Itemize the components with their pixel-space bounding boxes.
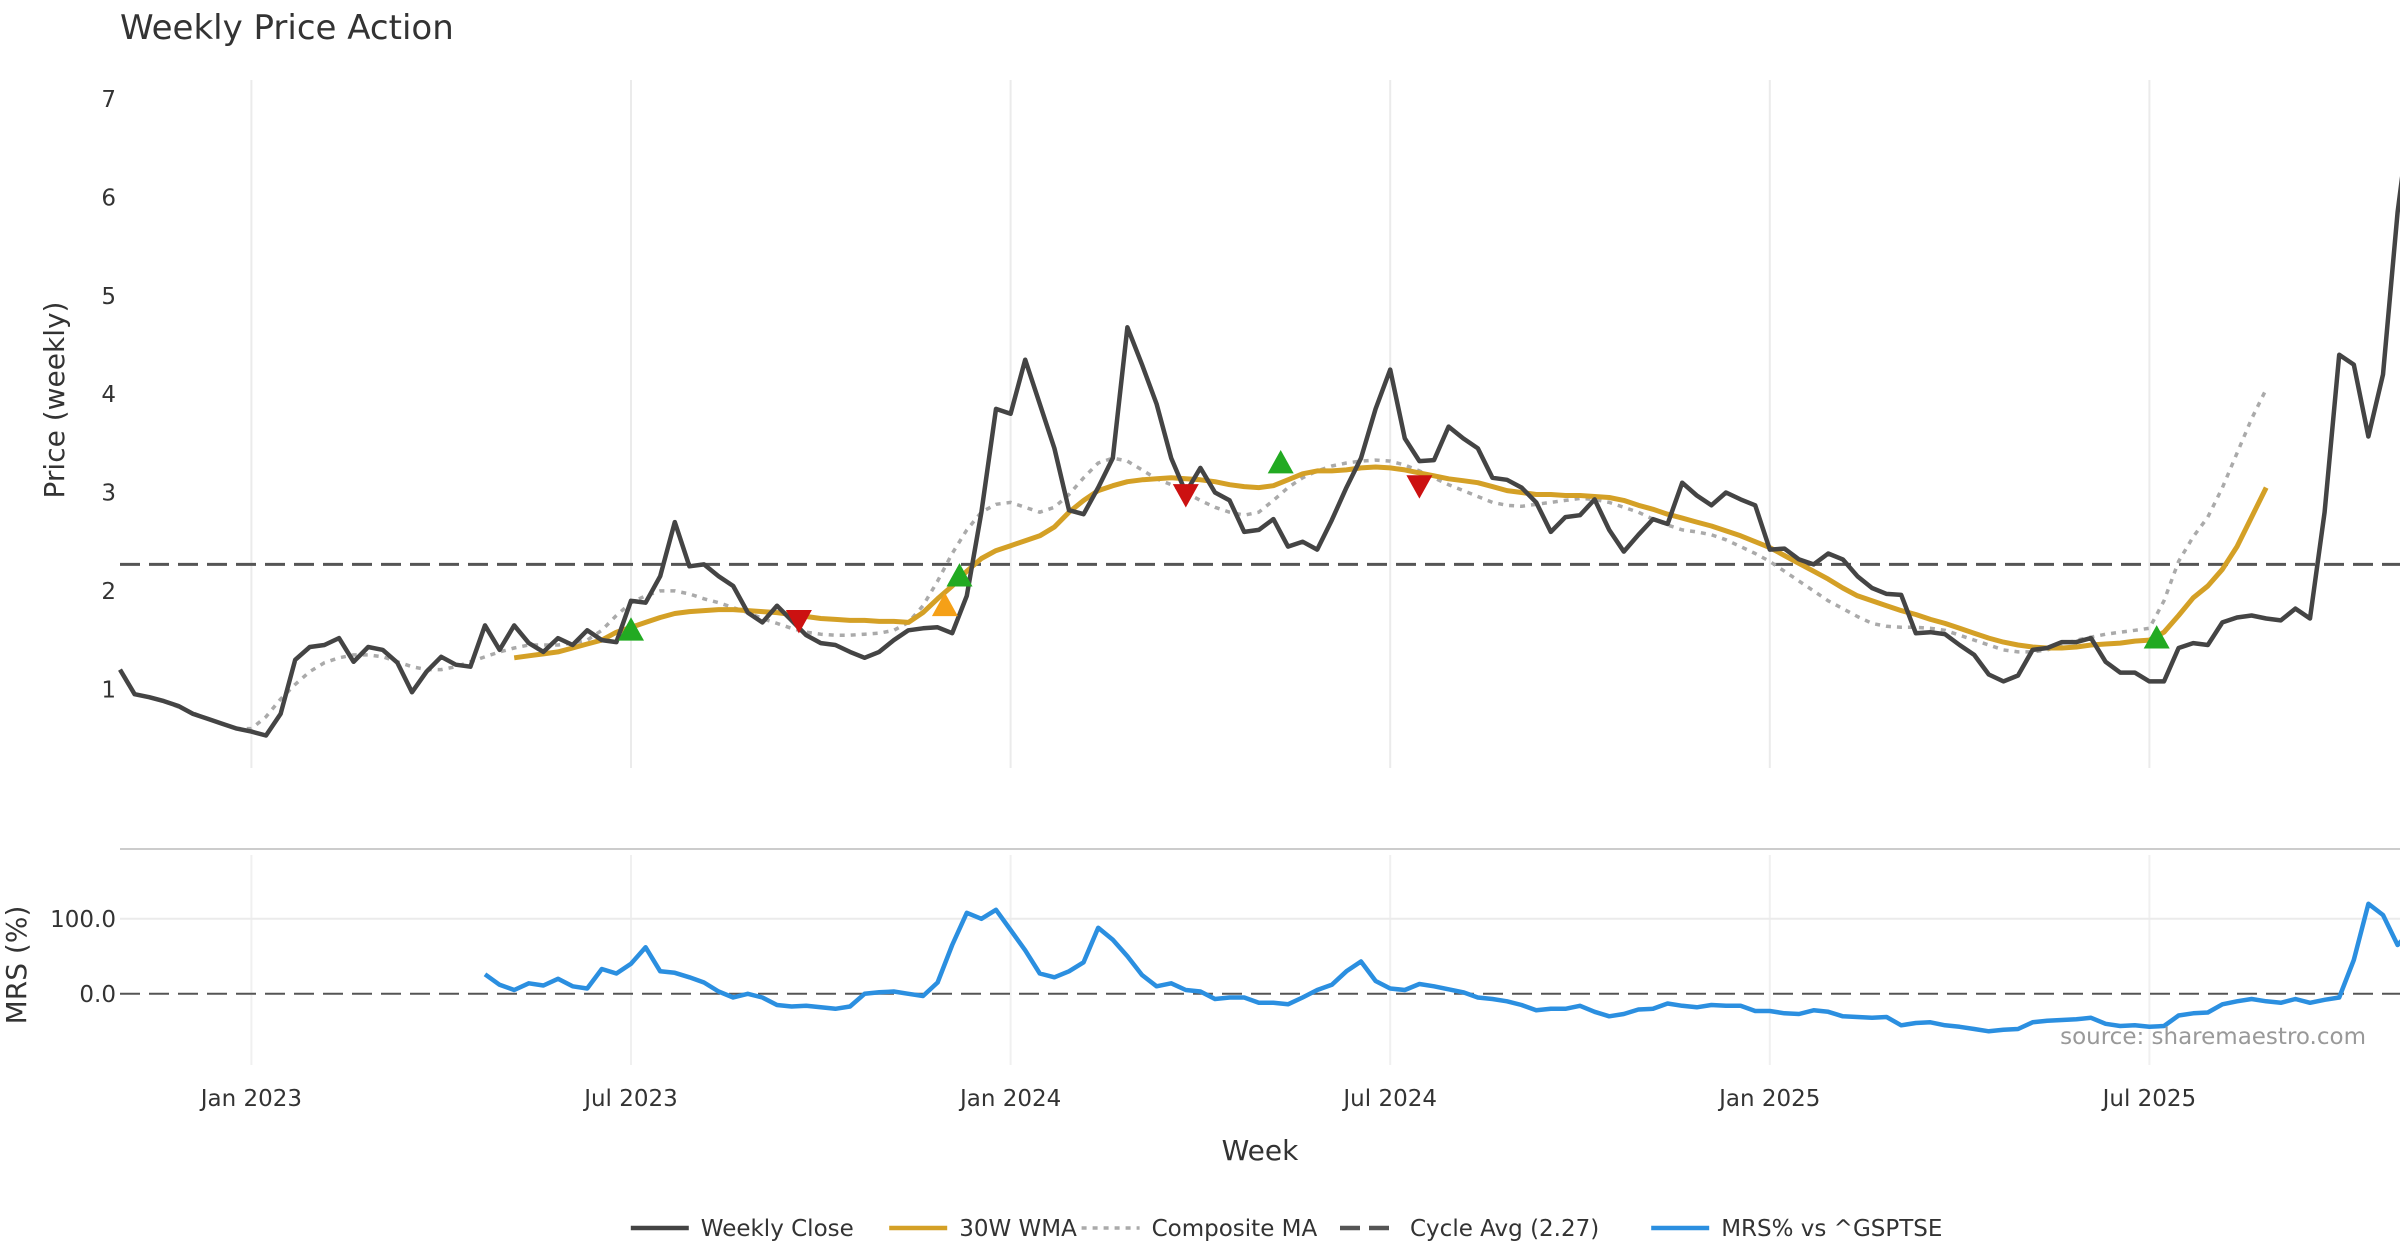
price-y-tick: 2 <box>101 579 116 605</box>
legend-item: MRS% vs ^GSPTSE <box>1651 1216 1942 1242</box>
price-grid <box>250 80 2151 768</box>
legend-label: Weekly Close <box>701 1216 854 1242</box>
x-tick-label: Jul 2023 <box>582 1086 678 1112</box>
price-y-tick: 4 <box>101 382 116 408</box>
buy-signal-marker <box>946 563 973 587</box>
x-tick-label: Jan 2024 <box>958 1086 1061 1112</box>
price-y-tick: 1 <box>101 677 116 703</box>
sell-signal-marker <box>1406 475 1433 499</box>
mrs-y-tick: 0.0 <box>79 982 116 1008</box>
source-credit: source: sharemaestro.com <box>2060 1024 2366 1050</box>
buy-signal-marker <box>618 617 644 641</box>
mrs-axis-label: MRS (%) <box>0 906 33 1025</box>
legend: Weekly Close 30W WMA Composite MA Cycle Avg… <box>630 1216 1942 1242</box>
signal-markers <box>618 450 2170 649</box>
price-axis-label: Price (weekly) <box>38 302 71 499</box>
x-tick-label: Jan 2025 <box>1717 1086 1820 1112</box>
legend-item: Weekly Close <box>630 1216 854 1242</box>
buy-signal-marker <box>1267 450 1294 474</box>
legend-label: 30W WMA <box>959 1216 1077 1242</box>
mrs-grid <box>120 855 2400 1065</box>
composite-ma-line <box>163 388 2268 731</box>
legend-label: Cycle Avg (2.27) <box>1410 1216 1599 1242</box>
mrs-y-tick: 100.0 <box>50 907 116 933</box>
buy-signal-marker <box>931 592 958 617</box>
legend-label: MRS% vs ^GSPTSE <box>1721 1216 1942 1242</box>
mrs-y-ticks: 100.0 0.0 <box>50 907 116 1008</box>
price-y-tick: 6 <box>101 185 116 211</box>
price-y-tick: 3 <box>101 481 116 507</box>
price-y-ticks: 1 2 3 4 5 6 7 <box>101 87 116 703</box>
legend-item: Composite MA <box>1081 1216 1318 1242</box>
weekly-close-line <box>118 176 2400 738</box>
x-axis-label: Week <box>1222 1134 1299 1167</box>
chart-title: Weekly Price Action <box>120 8 454 48</box>
legend-item: Cycle Avg (2.27) <box>1340 1216 1599 1242</box>
legend-label: Composite MA <box>1152 1216 1318 1242</box>
x-tick-label: Jul 2024 <box>1341 1086 1437 1112</box>
x-axis-ticks: Jan 2023 Jul 2023 Jan 2024 Jul 2024 Jan 2025… <box>199 1086 2196 1112</box>
price-y-tick: 7 <box>101 87 116 113</box>
price-y-tick: 5 <box>101 284 116 310</box>
buy-signal-marker <box>2143 625 2170 649</box>
x-tick-label: Jan 2023 <box>199 1086 302 1112</box>
sell-signal-marker <box>1172 484 1199 508</box>
sell-signal-marker <box>785 610 812 634</box>
mrs-line <box>483 901 2400 1034</box>
legend-item: 30W WMA <box>889 1216 1077 1242</box>
x-tick-label: Jul 2025 <box>2101 1086 2197 1112</box>
